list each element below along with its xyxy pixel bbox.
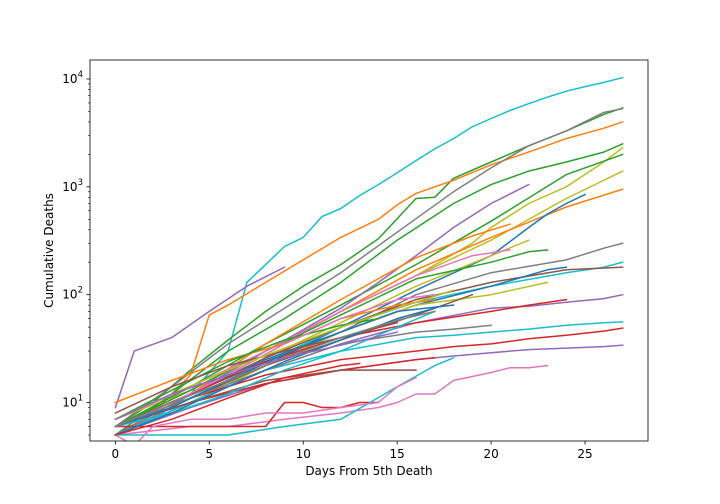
y-axis-ticks: 101 102 103 104	[62, 70, 90, 436]
y-tick-label: 101	[62, 394, 83, 410]
series-line-4	[114, 107, 624, 428]
series-line-34	[114, 369, 417, 428]
x-tick-label: 0	[112, 447, 120, 461]
series-line-37	[114, 304, 455, 428]
series-line-31	[114, 266, 286, 409]
y-axis-label: Cumulative Deaths	[42, 193, 56, 308]
x-tick-label: 10	[296, 447, 311, 461]
series-layer	[114, 76, 624, 441]
series-line-25	[114, 327, 624, 428]
series-line-1	[114, 76, 624, 436]
x-tick-label: 20	[483, 447, 498, 461]
series-line-27	[114, 364, 549, 436]
series-line-32	[114, 376, 418, 441]
plot-frame	[89, 59, 649, 442]
x-tick-label: 25	[577, 447, 592, 461]
series-line-30	[114, 356, 455, 436]
x-tick-label: 5	[205, 447, 213, 461]
series-line-45	[114, 331, 399, 421]
series-line-44	[114, 362, 361, 436]
series-line-8	[114, 153, 624, 428]
series-line-3	[114, 120, 624, 437]
series-line-38	[114, 317, 380, 421]
y-tick-label: 102	[62, 286, 83, 302]
series-line-28	[114, 401, 380, 428]
y-tick-label: 104	[62, 70, 83, 86]
series-line-5	[114, 142, 624, 437]
x-axis-ticks: 0 5 10 15 20 25	[112, 441, 593, 461]
x-axis-label: Days From 5th Death	[305, 464, 432, 478]
series-line-22	[114, 298, 568, 428]
series-line-26	[114, 344, 624, 436]
y-tick-label: 103	[62, 178, 83, 194]
series-line-29	[114, 324, 492, 428]
x-tick-label: 15	[390, 447, 405, 461]
series-line-42	[114, 307, 436, 436]
